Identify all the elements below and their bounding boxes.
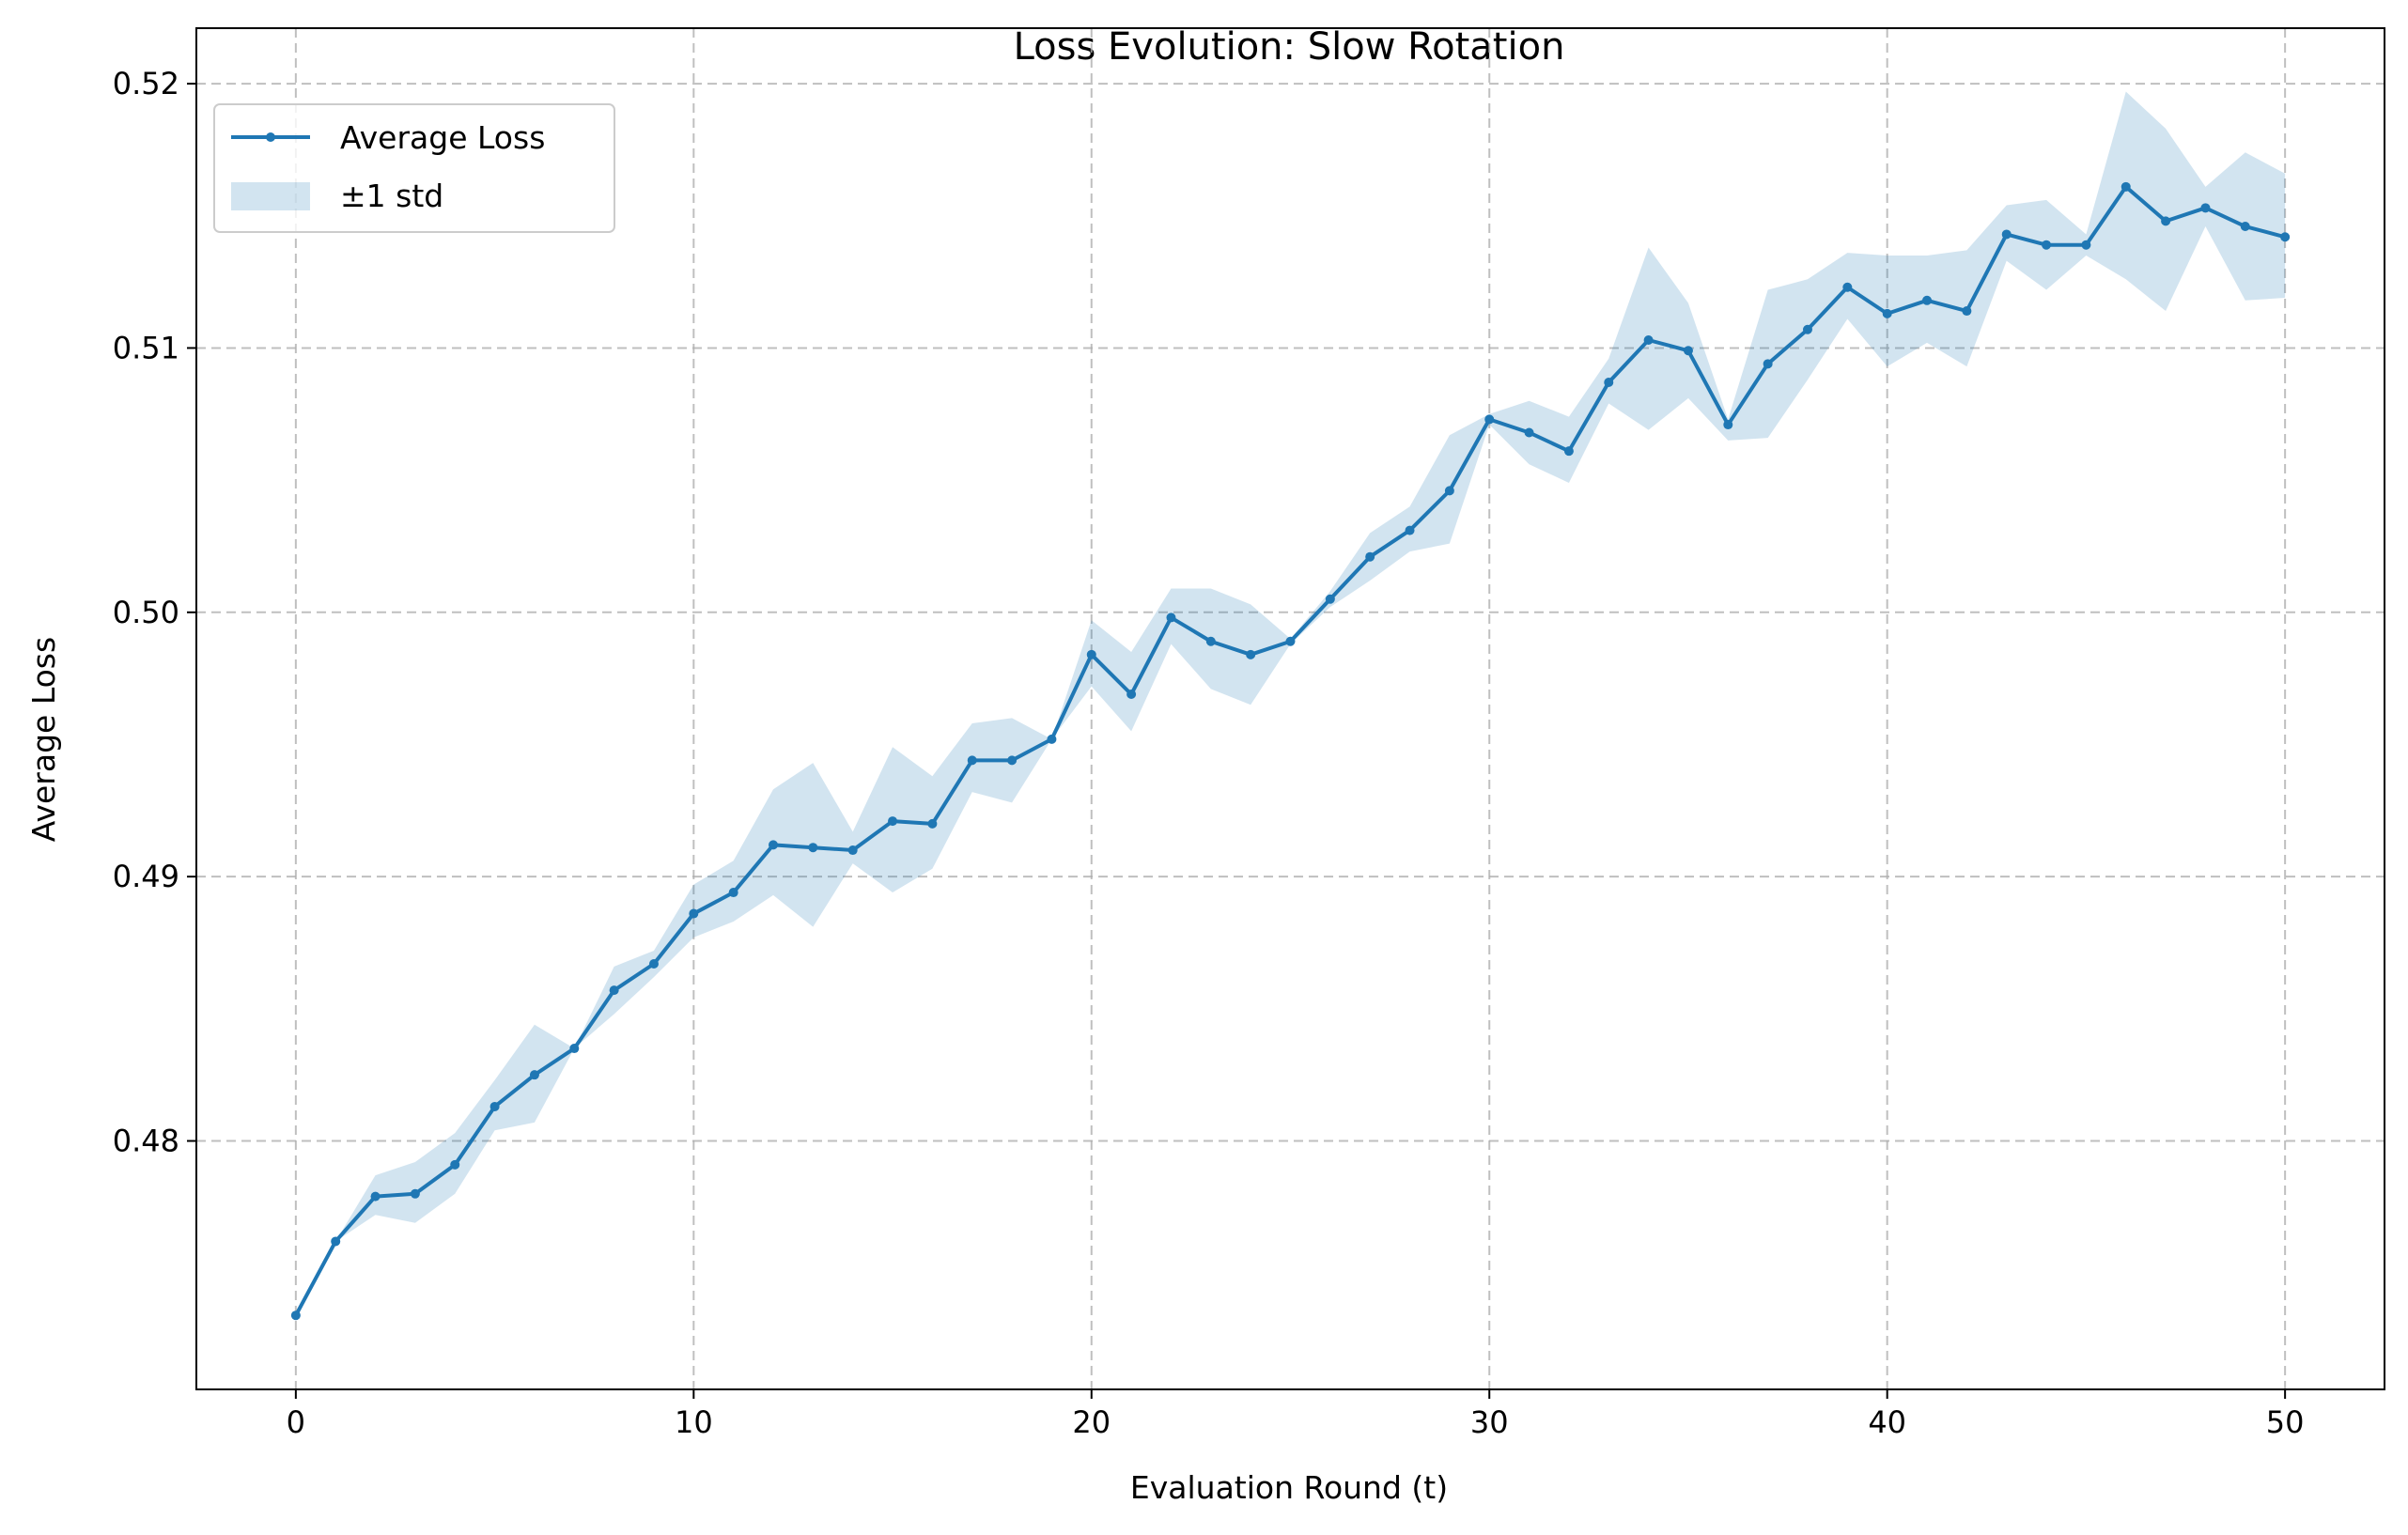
data-point xyxy=(609,985,619,996)
data-point xyxy=(1285,636,1296,646)
data-point xyxy=(1444,486,1454,496)
x-axis-label: Evaluation Round (t) xyxy=(1130,1469,1448,1506)
data-point xyxy=(370,1191,381,1202)
data-point xyxy=(927,818,938,829)
data-point xyxy=(1246,649,1256,659)
data-point xyxy=(2001,229,2012,240)
data-point xyxy=(1563,446,1574,457)
std-band-layer xyxy=(295,91,2286,1316)
data-point xyxy=(1802,324,1812,334)
legend-box xyxy=(213,103,615,233)
data-point xyxy=(1604,378,1614,388)
x-tick-label: 20 xyxy=(1072,1404,1111,1440)
chart-title: Loss Evolution: Slow Rotation xyxy=(1014,25,1565,69)
y-axis-ticks: 0.48 0.49 0.50 0.51 0.52 xyxy=(113,66,196,1159)
data-point xyxy=(1763,359,1773,369)
data-point xyxy=(1524,427,1534,438)
plot-frame xyxy=(195,27,2385,1390)
x-tick-label: 0 xyxy=(287,1404,305,1440)
legend-band-swatch xyxy=(231,182,310,210)
data-point xyxy=(569,1044,580,1054)
y-tick-label: 0.49 xyxy=(113,859,179,894)
data-point xyxy=(1047,734,1057,744)
x-tick-label: 10 xyxy=(675,1404,713,1440)
data-point xyxy=(410,1188,420,1199)
data-point xyxy=(450,1159,460,1170)
data-point xyxy=(648,959,659,969)
data-point xyxy=(489,1101,500,1111)
data-point xyxy=(1643,335,1654,346)
data-point xyxy=(808,843,818,853)
data-point xyxy=(967,755,977,766)
legend-label-average-loss: Average Loss xyxy=(340,119,545,156)
legend: Average Loss ±1 std xyxy=(213,103,615,233)
data-point xyxy=(1882,308,1892,318)
data-point xyxy=(1922,295,1933,305)
y-tick-label: 0.52 xyxy=(113,66,179,101)
data-point xyxy=(888,816,898,827)
data-point xyxy=(2161,216,2171,226)
data-point xyxy=(2121,181,2131,192)
data-point xyxy=(1842,282,1853,292)
data-point xyxy=(1007,755,1018,766)
data-point xyxy=(1325,594,1335,604)
std-band xyxy=(295,91,2286,1316)
data-point xyxy=(2280,232,2291,242)
legend-label-std: ±1 std xyxy=(340,178,443,214)
x-tick-label: 50 xyxy=(2266,1404,2305,1440)
data-point xyxy=(1205,636,1216,646)
legend-marker-swatch xyxy=(266,132,275,142)
grid xyxy=(196,28,2385,1389)
data-point xyxy=(728,888,738,898)
x-tick-label: 30 xyxy=(1470,1404,1509,1440)
data-point xyxy=(331,1236,341,1247)
y-axis-label: Average Loss xyxy=(25,637,62,842)
y-tick-label: 0.51 xyxy=(113,330,179,365)
data-point xyxy=(1365,551,1375,562)
x-axis-ticks: 0 10 20 30 40 50 xyxy=(287,1389,2305,1440)
data-point xyxy=(2081,240,2091,250)
data-point xyxy=(847,845,858,856)
y-tick-label: 0.48 xyxy=(113,1124,179,1159)
data-point xyxy=(1405,525,1415,535)
data-point xyxy=(1086,649,1096,659)
data-point xyxy=(1962,306,1972,317)
average-loss-points xyxy=(290,181,2291,1321)
data-point xyxy=(1723,420,1733,430)
data-point xyxy=(1484,414,1495,425)
data-point xyxy=(290,1310,301,1321)
data-point xyxy=(1166,612,1176,623)
data-point xyxy=(1126,690,1137,700)
data-point xyxy=(769,840,779,850)
y-tick-label: 0.50 xyxy=(113,595,179,630)
data-point xyxy=(2200,203,2211,213)
x-tick-label: 40 xyxy=(1868,1404,1906,1440)
data-point xyxy=(689,908,699,919)
data-point xyxy=(2042,240,2052,250)
data-point xyxy=(529,1070,539,1080)
data-point xyxy=(2240,222,2250,232)
data-point xyxy=(1683,346,1693,356)
